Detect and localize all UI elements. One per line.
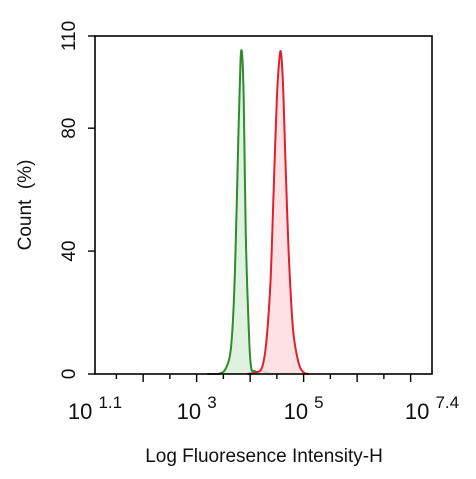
series-2-line [247,50,310,375]
y-tick-label-3: 80 [59,118,80,139]
plot-frame [94,35,433,375]
tick-layer: 10 1.1 10 3 10 5 10 7.4 0 40 80 110 [59,21,459,424]
x-tick-label-1: 10 1.1 [68,393,122,424]
x-tick-label-2: 10 3 [177,393,217,424]
y-tick-label-2: 40 [59,241,80,262]
y-tick-label-4: 110 [59,21,80,51]
y-axis-label: Count (%) [15,160,36,251]
x-tick-label-4: 10 7.4 [405,393,459,424]
series-layer [207,49,310,376]
x-tick-label-3: 10 5 [284,393,324,424]
x-axis-label: Log Fluoresence Intensity-H [145,446,383,467]
series-1-fill [207,50,271,374]
series-2-fill [247,50,309,374]
y-tick-label-1: 0 [59,369,80,380]
